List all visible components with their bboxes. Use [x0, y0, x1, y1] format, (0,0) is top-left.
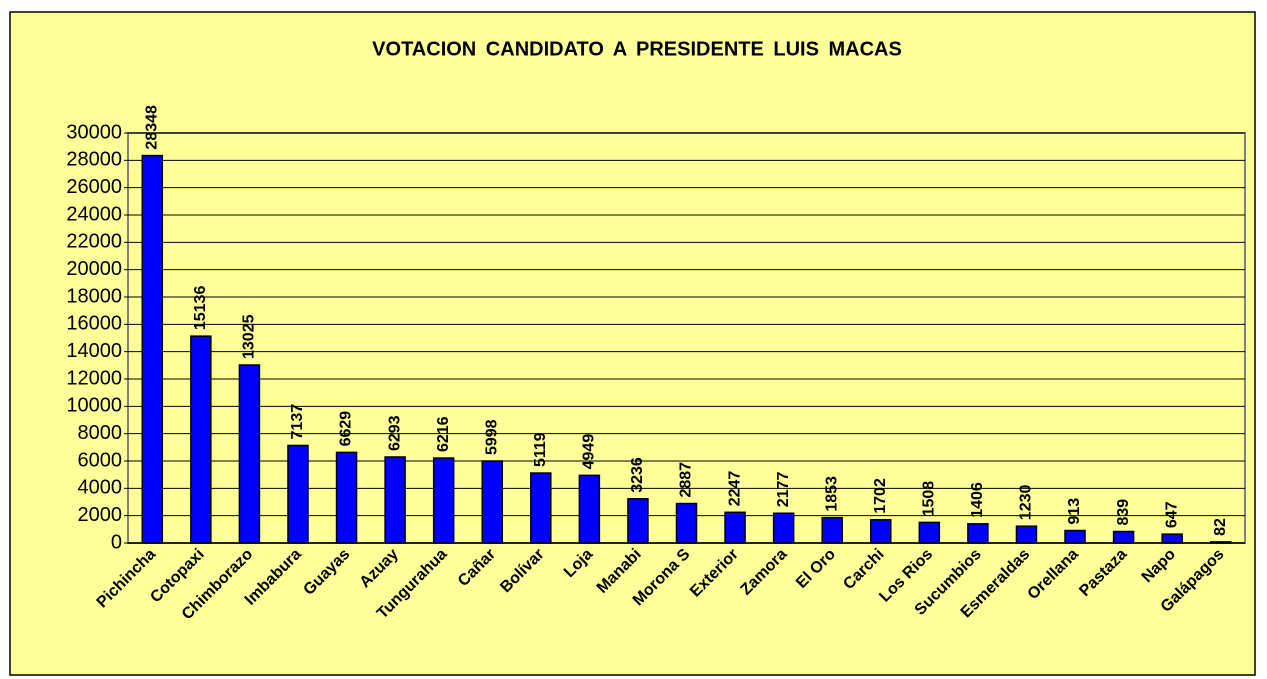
bar [481, 460, 503, 544]
data-label: 1853 [823, 476, 840, 512]
bar [1015, 525, 1038, 544]
bar [821, 516, 843, 544]
data-label: 6293 [386, 415, 403, 451]
data-label: 6629 [338, 411, 355, 447]
y-tick-label: 2000 [78, 504, 123, 526]
y-tick-label: 10000 [66, 395, 122, 417]
y-tick-label: 14000 [66, 340, 122, 362]
data-label: 913 [1066, 498, 1083, 525]
y-tick-label: 30000 [66, 121, 122, 143]
bar [1161, 533, 1183, 544]
y-tick-label: 16000 [66, 313, 122, 335]
y-tick-label: 20000 [66, 258, 122, 280]
bar [578, 474, 601, 544]
bar [675, 502, 698, 544]
bar [870, 518, 892, 544]
chart-title: VOTACION CANDIDATO A PRESIDENTE LUIS MAC… [372, 38, 902, 60]
y-tick-label: 12000 [66, 367, 122, 389]
data-label: 5119 [532, 432, 549, 467]
data-label: 647 [1163, 501, 1180, 528]
bar [238, 364, 261, 544]
bar [141, 154, 164, 544]
data-label: 13025 [241, 314, 258, 359]
bar [918, 521, 941, 544]
bar [384, 456, 406, 544]
data-label: 5998 [483, 419, 500, 455]
data-label: 28348 [144, 105, 161, 150]
bar [1064, 529, 1086, 544]
bar [335, 451, 358, 544]
y-tick-label: 4000 [78, 477, 123, 499]
bar [530, 472, 552, 544]
data-label: 4949 [581, 434, 598, 470]
y-tick-label: 8000 [78, 422, 123, 444]
data-label: 1508 [921, 481, 938, 517]
data-label: 1702 [872, 478, 889, 514]
y-tick-label: 6000 [78, 449, 123, 471]
y-tick-label: 24000 [66, 203, 122, 225]
y-tick-label: 0 [111, 531, 122, 553]
y-tick-label: 22000 [66, 231, 122, 253]
bar [1112, 530, 1135, 544]
data-label: 3236 [629, 457, 646, 493]
data-label: 6216 [435, 416, 452, 452]
data-label: 839 [1115, 499, 1132, 526]
bar [190, 335, 212, 544]
data-label: 1230 [1018, 484, 1035, 520]
bar [287, 444, 309, 544]
bar [772, 512, 795, 544]
y-tick-label: 26000 [66, 176, 122, 198]
plot-area [127, 132, 1246, 544]
bar [967, 523, 989, 544]
data-label: 2247 [726, 471, 743, 507]
data-label: 82 [1212, 518, 1229, 536]
data-label: 15136 [192, 286, 209, 331]
data-label: 1406 [969, 482, 986, 518]
bar [1209, 541, 1232, 544]
bar [724, 511, 746, 544]
bar [432, 457, 455, 544]
data-label: 7137 [289, 404, 306, 440]
y-tick-label: 18000 [66, 285, 122, 307]
data-label: 2887 [678, 462, 695, 498]
y-tick-label: 28000 [66, 149, 122, 171]
bar [627, 498, 649, 544]
data-label: 2177 [775, 472, 792, 508]
